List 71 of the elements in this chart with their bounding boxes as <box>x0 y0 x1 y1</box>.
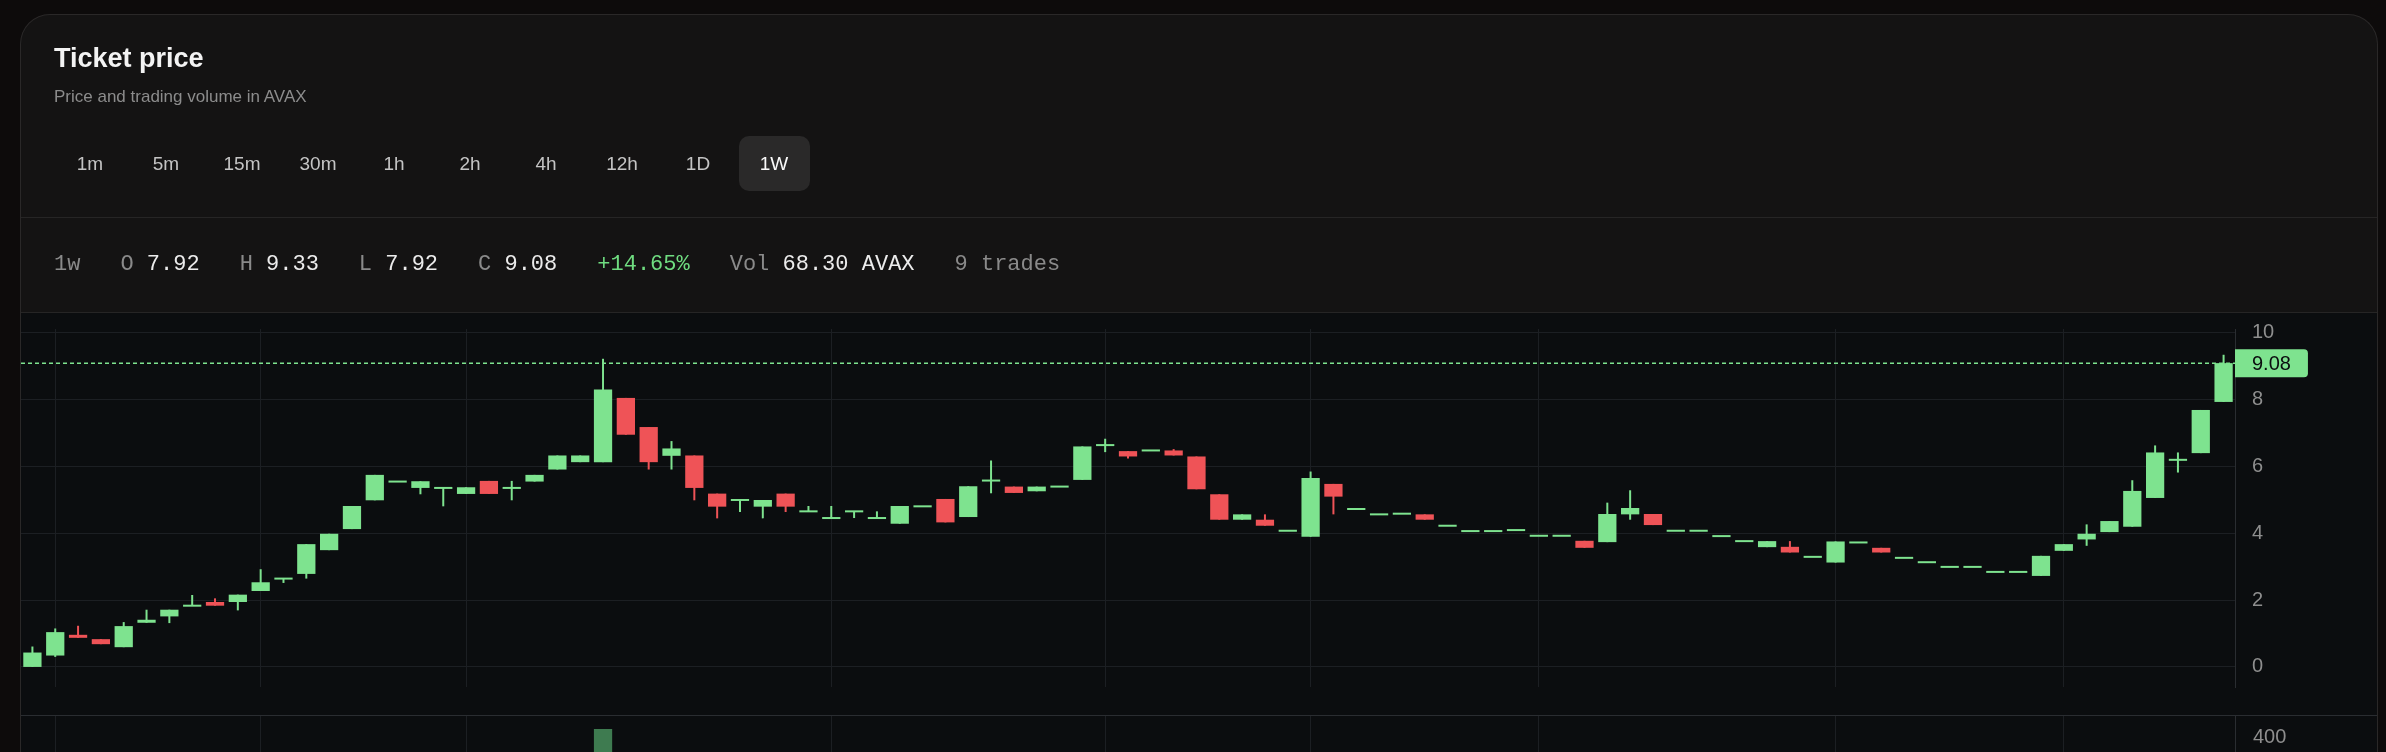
candlestick <box>1438 524 1457 527</box>
timeframe-button: 15m <box>206 136 278 191</box>
chart-title: Ticket price <box>54 42 204 74</box>
candlestick <box>822 504 841 520</box>
candlestick <box>1803 555 1822 558</box>
candlestick <box>1894 556 1914 559</box>
timeframe-button: 1m <box>54 136 126 191</box>
candlestick <box>46 627 65 658</box>
candlestick <box>1917 561 1936 564</box>
timeframe-button: 1h <box>358 136 430 191</box>
y-tick-label: 2 <box>2252 587 2264 610</box>
y-tick-label: 6 <box>2252 453 2264 476</box>
text: Vol 68.30 AVAX <box>729 252 915 277</box>
candlestick <box>662 440 681 471</box>
candlestick <box>2009 570 2028 573</box>
candlestick <box>251 568 270 592</box>
candlestick <box>1666 529 1685 532</box>
y-tick-label: 4 <box>2252 520 2264 543</box>
candlestick <box>1278 529 1297 532</box>
candlestick <box>1529 534 1548 537</box>
chart-subtitle: Price and trading volume in AVAX <box>54 86 307 108</box>
candlestick <box>1392 512 1412 515</box>
timeframe-button: 1D <box>662 136 734 191</box>
candlestick <box>913 505 932 508</box>
candlestick <box>1712 535 1731 538</box>
candlestick <box>1735 540 1754 543</box>
candlestick <box>981 459 1001 495</box>
candlestick <box>1506 529 1526 532</box>
text: 1w <box>54 251 81 279</box>
candlestick <box>708 492 727 520</box>
y-tick-label: 0 <box>2252 654 2264 677</box>
text: L 7.92 <box>358 252 439 277</box>
timeframe-button: 2h <box>434 136 506 191</box>
y-tick-label: 8 <box>2252 386 2264 409</box>
text: 400 <box>2253 725 2287 747</box>
candlestick <box>1141 449 1160 452</box>
timeframe-button: 30m <box>282 136 354 191</box>
text: +14.65% <box>597 251 690 279</box>
candlestick <box>1963 565 1982 568</box>
candlestick <box>23 645 42 668</box>
candlestick <box>1484 530 1503 533</box>
candlestick <box>434 486 453 508</box>
candlestick <box>844 510 864 520</box>
ref-line-label: 9.08 <box>2252 351 2291 374</box>
timeframe-button: 5m <box>130 136 202 191</box>
candlestick <box>502 479 521 502</box>
candlestick <box>1621 489 1640 521</box>
timeframe-button: 4h <box>510 136 582 191</box>
candlestick <box>730 498 750 514</box>
candlestick <box>1940 565 1959 568</box>
candlestick <box>2168 451 2188 474</box>
candlestick <box>114 621 133 649</box>
y-tick-label: 10 <box>2252 319 2275 342</box>
candlestick <box>1986 570 2005 573</box>
text: 9 trades <box>954 251 1061 279</box>
candlestick <box>1369 513 1389 516</box>
candlestick <box>183 593 202 607</box>
timeframe-button: 12h <box>586 136 658 191</box>
candlestick <box>1324 482 1343 516</box>
candlestick <box>867 510 887 520</box>
candlestick <box>1826 540 1845 564</box>
text: H 9.33 <box>239 252 319 277</box>
text: C 9.08 <box>478 252 558 277</box>
candlestick <box>1849 541 1868 544</box>
timeframe-button: 1W <box>738 136 810 191</box>
text: O 7.92 <box>120 252 200 277</box>
candlestick <box>1461 530 1480 533</box>
candlestick <box>388 480 407 483</box>
candlestick <box>1552 534 1571 537</box>
candlestick <box>1689 529 1708 532</box>
candlestick <box>1050 485 1069 488</box>
